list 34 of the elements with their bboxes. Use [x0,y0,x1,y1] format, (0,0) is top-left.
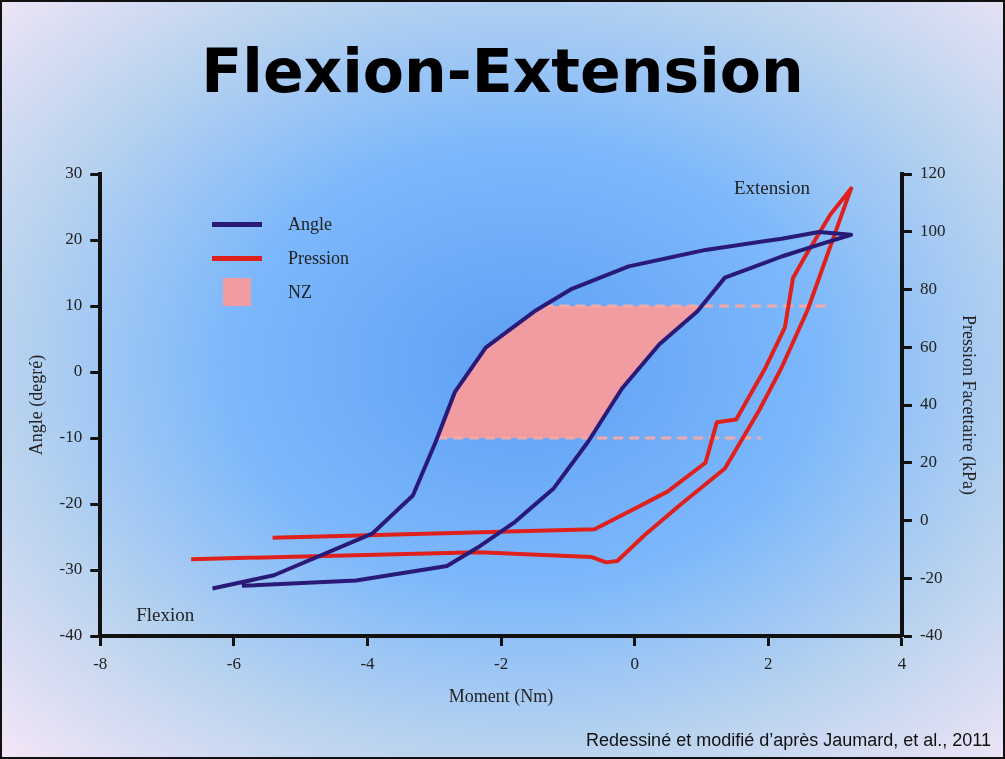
y2-tick-label: 40 [919,394,937,414]
x-tick-label: 0 [630,653,639,673]
text: Redessiné et modifié d’après Jaumard, et al., 2011 [586,730,991,751]
x-tick-label: 2 [764,653,773,673]
y2-tick-label: 0 [919,509,929,529]
y-tick-label: -10 [59,427,83,447]
y2-tick-label: 120 [919,163,946,183]
y-tick-label: 0 [73,361,83,381]
y-tick-label: -20 [59,493,83,513]
y-tick-label: -30 [59,559,83,579]
y-tick-label: 30 [65,163,83,183]
chart-title: Flexion-Extension [201,35,804,106]
annotation: Extension [733,176,811,198]
annotation: Flexion [136,603,195,625]
y2-tick-label: -20 [919,567,943,587]
x-tick-label: -2 [493,653,509,673]
x-tick-label: 4 [897,653,907,673]
y2-tick-label: 100 [919,221,946,241]
legend-label: NZ [288,281,312,303]
x-tick-label: -8 [93,653,108,673]
legend-label: Angle [288,213,332,235]
x-tick-label: -4 [360,653,376,673]
y-axis-title: Angle (degré) [25,354,47,456]
x-axis-title: Moment (Nm) [448,685,554,707]
y-tick-label: 20 [65,229,83,249]
legend-label: Pression [288,247,350,269]
y-tick-label: -40 [59,625,83,645]
y2-tick-label: 20 [919,452,937,472]
y2-tick-label: -40 [919,625,943,645]
x-tick-label: -6 [226,653,241,673]
y2-tick-label: 60 [919,336,937,356]
y2-tick-label: 80 [919,278,937,298]
y2-axis-title: Pression Facettaire (kPa) [958,315,980,495]
y-tick-label: 10 [65,295,83,315]
